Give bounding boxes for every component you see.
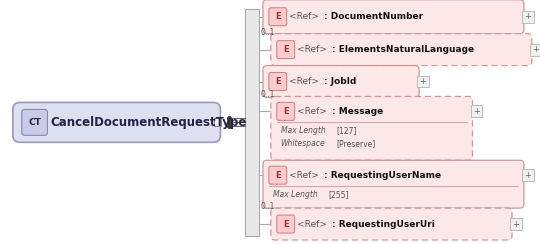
- Text: 0..1: 0..1: [261, 28, 275, 37]
- Text: E: E: [275, 12, 281, 21]
- Text: <Ref>: <Ref>: [296, 220, 327, 229]
- FancyBboxPatch shape: [271, 208, 512, 240]
- Text: +: +: [512, 220, 519, 229]
- FancyBboxPatch shape: [263, 0, 524, 34]
- Text: [127]: [127]: [336, 126, 356, 135]
- FancyBboxPatch shape: [271, 96, 472, 160]
- FancyBboxPatch shape: [13, 102, 220, 142]
- FancyBboxPatch shape: [269, 72, 287, 91]
- Text: +: +: [473, 107, 480, 116]
- Text: : DocumentNumber: : DocumentNumber: [324, 12, 423, 21]
- Text: : RequestingUserName: : RequestingUserName: [324, 171, 441, 180]
- Text: [255]: [255]: [328, 190, 349, 199]
- FancyBboxPatch shape: [269, 8, 287, 26]
- Bar: [522, 11, 534, 23]
- Text: E: E: [275, 171, 281, 180]
- Bar: [245, 9, 259, 236]
- Text: : Message: : Message: [332, 107, 383, 116]
- Text: +: +: [420, 77, 427, 86]
- FancyBboxPatch shape: [263, 160, 524, 208]
- FancyBboxPatch shape: [269, 166, 287, 184]
- FancyBboxPatch shape: [277, 215, 295, 233]
- Bar: [417, 76, 429, 88]
- Text: E: E: [275, 77, 281, 86]
- Text: Max Length: Max Length: [281, 126, 326, 135]
- Text: : ElementsNaturalLanguage: : ElementsNaturalLanguage: [332, 45, 474, 54]
- Text: 0..1: 0..1: [261, 91, 275, 100]
- Text: <Ref>: <Ref>: [296, 45, 327, 54]
- Bar: [510, 218, 522, 230]
- Text: 0..1: 0..1: [261, 202, 275, 211]
- Text: +: +: [524, 171, 531, 180]
- FancyBboxPatch shape: [263, 66, 419, 97]
- Bar: [213, 118, 221, 126]
- Bar: [530, 44, 540, 56]
- Text: <Ref>: <Ref>: [289, 171, 319, 180]
- FancyBboxPatch shape: [277, 102, 295, 120]
- Text: : JobId: : JobId: [324, 77, 356, 86]
- Text: E: E: [283, 45, 288, 54]
- Text: +: +: [532, 45, 539, 54]
- Text: E: E: [283, 107, 288, 116]
- Text: Max Length: Max Length: [273, 190, 318, 199]
- Bar: [522, 169, 534, 181]
- FancyBboxPatch shape: [22, 109, 48, 135]
- Text: : RequestingUserUri: : RequestingUserUri: [332, 220, 435, 229]
- Text: E: E: [283, 220, 288, 229]
- Text: Whitespace: Whitespace: [281, 139, 326, 148]
- Text: [Preserve]: [Preserve]: [336, 139, 375, 148]
- FancyBboxPatch shape: [277, 41, 295, 59]
- Text: CT: CT: [28, 118, 41, 127]
- FancyBboxPatch shape: [271, 34, 532, 66]
- Text: <Ref>: <Ref>: [289, 77, 319, 86]
- Bar: [470, 105, 482, 117]
- Text: +: +: [524, 12, 531, 21]
- Text: CancelDocumentRequestType: CancelDocumentRequestType: [50, 116, 247, 129]
- Text: <Ref>: <Ref>: [296, 107, 327, 116]
- Text: <Ref>: <Ref>: [289, 12, 319, 21]
